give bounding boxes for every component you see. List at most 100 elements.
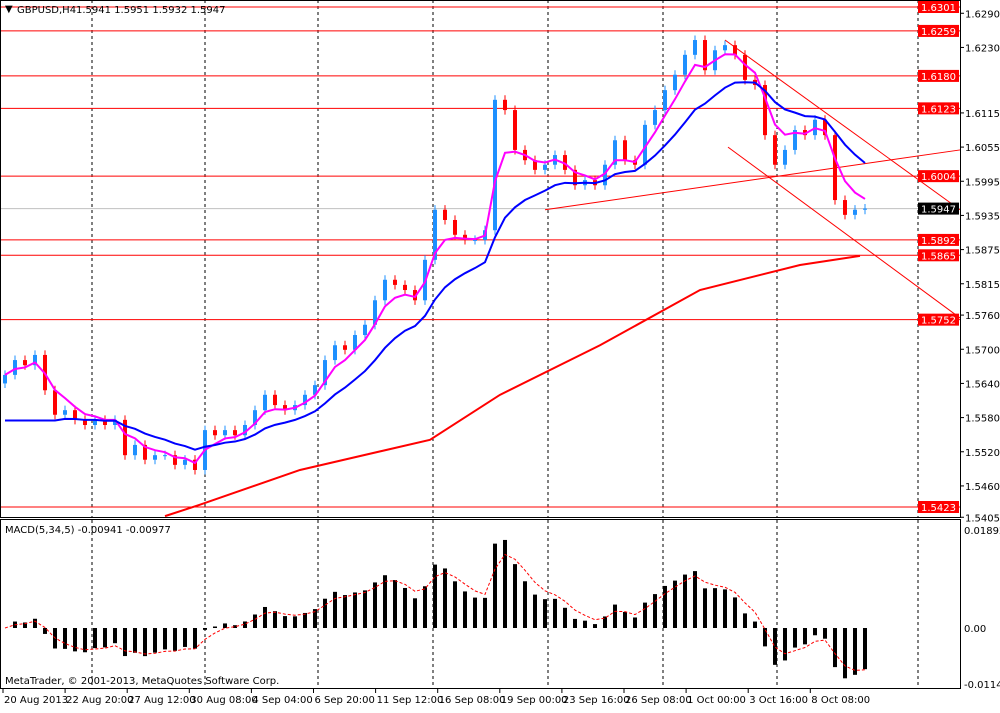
level-price-label: 1.5892 [921,236,956,247]
time-tick-label: 16 Sep 08:00 [439,695,506,706]
candle-body [493,99,497,231]
candle-body [433,209,437,260]
symbol-label: GBPUSD,H4 [17,5,76,16]
candle-body [133,444,137,456]
macd-label: MACD(5,34,5) -0.00941 -0.00977 [5,525,171,536]
macd-bar [453,581,457,628]
macd-bar [33,618,37,628]
macd-bar [753,621,757,628]
candle-body [193,459,197,470]
ma-fast-line [4,53,866,465]
macd-bar [373,582,377,628]
candle-body [233,430,237,436]
candle-body [673,74,677,91]
macd-bar [83,628,87,653]
candle-body [473,239,477,241]
candle-body [63,410,67,415]
candle-body [363,324,367,336]
horizontal-levels[interactable] [0,6,960,508]
macd-bar [223,623,227,628]
candle-body [463,234,467,240]
candle-body [563,155,567,170]
time-tick-label: 27 Aug 12:00 [128,695,195,706]
price-axis[interactable]: 1.6290 1.6230 1.6115 1.6055 1.5995 1.5935 1.58… [960,9,1000,524]
price-tick-label: 1.6230 [965,43,1000,54]
time-tick-label: 20 Aug 2013 [4,695,68,706]
ohlc-values: 1.5941 1.5951 1.5932 1.5947 [76,5,226,16]
candle-body [93,419,97,425]
macd-bar [133,628,137,653]
candle-body [853,209,857,215]
macd-bar [123,628,127,657]
macd-bar [43,628,47,634]
candle-body [23,360,27,366]
level-price-label: 1.6259 [921,27,956,38]
macd-bar [23,622,27,628]
price-tick-label: 1.5760 [965,311,1000,322]
macd-bar [173,628,177,651]
macd-bar [553,598,557,628]
collapse-triangle-icon[interactable]: ▼ [5,4,13,15]
candle-body [343,345,347,350]
macd-bar [443,568,447,628]
macd-bar [113,628,117,644]
price-tick-label: 1.5995 [965,177,1000,188]
moving-averages [4,53,866,518]
candle-body [833,135,837,201]
candle-body [603,164,607,186]
macd-bar [193,628,197,649]
candle-body [143,444,147,460]
macd-axis: 0.01892 0.00 -0.01141 [964,526,1000,691]
price-tick-label: 1.5935 [965,211,1000,222]
macd-bar [153,628,157,653]
macd-bar [383,575,387,628]
candle-body [273,394,277,406]
macd-bar [763,628,767,647]
candle-body [703,40,707,71]
trendline [724,39,961,211]
candle-body [843,200,847,215]
macd-bar [783,628,787,661]
candle-body [663,90,667,111]
macd-bar [683,574,687,628]
ma-mid-line [5,81,866,451]
time-tick-label: 3 Oct 16:00 [749,695,808,706]
level-badges: 1.6301 1.6259 1.6180 1.6123 1.6004 1.5892 1.58… [918,1,959,514]
candle-body [803,130,807,136]
macd-bar [323,598,327,628]
candle-body [763,85,767,136]
candle-body [383,279,387,301]
macd-bar [623,611,627,628]
macd-bar [643,602,647,628]
macd-bar [473,597,477,628]
macd-bar [723,589,727,628]
level-price-label: 1.5752 [921,316,956,327]
time-tick-label: 8 Oct 08:00 [811,695,870,706]
macd-bar [563,607,567,628]
macd-bar [733,597,737,628]
macd-bar [853,628,857,675]
candle-body [733,45,737,55]
macd-bar [313,609,317,628]
candle-body [443,209,447,220]
candle-body [393,279,397,285]
macd-bar [393,580,397,628]
level-price-badge [918,249,959,262]
level-price-badge [918,501,959,513]
candle-body [53,390,57,415]
macd-histogram [4,539,867,679]
candle-body [743,54,747,80]
candle-body [253,410,257,425]
macd-bar [463,591,467,628]
macd-bar [403,587,407,628]
macd-bar [183,628,187,647]
price-tick-label: 1.5580 [965,414,1000,425]
time-tick-label: 11 Sep 12:00 [377,695,444,706]
macd-signal-line [4,553,866,671]
candle-body [103,419,107,425]
macd-bar [743,613,747,628]
main-panel-border [0,0,961,518]
macd-bar [703,588,707,628]
